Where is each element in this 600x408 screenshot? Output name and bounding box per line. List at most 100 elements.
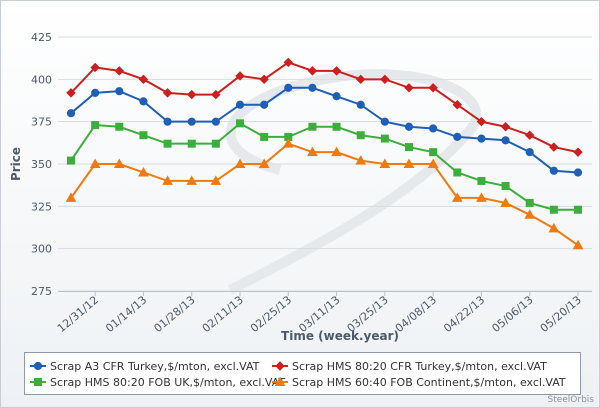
data-point — [549, 205, 558, 214]
data-point — [525, 148, 534, 157]
data-point — [187, 139, 196, 148]
legend-marker — [34, 378, 42, 386]
legend-label: Scrap A3 CFR Turkey,$/mton, excl.VAT — [50, 360, 260, 373]
data-point — [307, 66, 318, 76]
data-point — [380, 117, 389, 126]
data-point — [260, 132, 269, 141]
data-point — [66, 109, 76, 118]
data-point — [548, 222, 560, 233]
data-point — [380, 74, 390, 85]
legend-label: Scrap HMS 60:40 FOB Continent,$/mton, ex… — [292, 376, 566, 389]
data-point — [91, 121, 100, 130]
data-point — [91, 88, 100, 97]
data-point — [379, 158, 391, 168]
y-axis-title: Price — [9, 147, 23, 181]
y-tick-label: 350 — [31, 158, 52, 171]
data-point — [549, 142, 559, 152]
data-point — [452, 100, 462, 110]
data-point — [380, 134, 389, 143]
data-point — [211, 117, 220, 126]
data-point — [235, 71, 245, 81]
data-point — [258, 158, 270, 168]
data-point — [284, 83, 293, 92]
data-point — [500, 122, 511, 132]
data-point — [90, 62, 100, 73]
data-point — [332, 92, 341, 101]
series-line — [70, 142, 579, 247]
data-point — [115, 87, 124, 96]
data-point — [89, 158, 101, 168]
data-point — [139, 131, 148, 140]
legend-label: Scrap HMS 80:20 FOB UK,$/mton, excl.VAT — [50, 376, 285, 389]
data-point — [501, 182, 510, 191]
data-point — [162, 175, 173, 185]
data-point — [404, 83, 414, 93]
data-point — [283, 57, 293, 68]
data-point — [356, 100, 365, 109]
data-point — [259, 74, 269, 85]
data-point — [501, 136, 510, 145]
series-line — [70, 61, 579, 154]
data-point — [163, 117, 172, 126]
data-point — [451, 192, 463, 202]
data-point — [211, 139, 220, 148]
data-point — [163, 139, 172, 148]
y-tick-label: 275 — [31, 285, 52, 298]
data-point — [453, 132, 462, 142]
data-point — [405, 143, 413, 152]
data-point — [403, 158, 415, 168]
credit: SteelOrbis — [547, 395, 594, 405]
legend-marker — [275, 361, 285, 371]
data-point — [210, 175, 222, 185]
data-point — [549, 166, 558, 175]
data-point — [186, 175, 198, 185]
data-point — [138, 166, 149, 177]
data-point — [355, 155, 367, 165]
legend-box — [24, 352, 581, 395]
series-line — [70, 122, 578, 211]
series-line — [70, 86, 579, 174]
data-point — [356, 74, 366, 85]
y-tick-label: 375 — [31, 116, 52, 129]
data-point — [524, 209, 536, 219]
data-point — [138, 74, 149, 85]
data-point — [115, 122, 124, 131]
data-point — [308, 83, 317, 92]
data-point — [282, 138, 294, 148]
data-point — [211, 89, 221, 100]
data-point — [187, 89, 197, 100]
data-point — [477, 134, 486, 143]
legend-label: Scrap HMS 80:20 CFR Turkey,$/mton, excl.… — [292, 360, 547, 373]
data-point — [574, 205, 582, 214]
watermark — [225, 69, 482, 295]
data-point — [187, 117, 196, 126]
data-point — [525, 130, 535, 140]
data-point — [67, 156, 75, 165]
data-point — [260, 100, 269, 109]
data-point — [573, 168, 583, 177]
legend-marker — [274, 376, 286, 386]
y-tick-label: 425 — [31, 31, 52, 44]
data-point — [113, 158, 125, 168]
data-point — [572, 239, 584, 250]
y-tick-label: 400 — [31, 73, 52, 86]
data-point — [114, 66, 124, 76]
legend-marker — [33, 361, 43, 371]
data-point — [427, 158, 439, 168]
data-point — [429, 124, 438, 133]
data-point — [66, 88, 76, 98]
data-point — [234, 158, 246, 168]
data-point — [428, 83, 438, 93]
data-point — [404, 122, 414, 131]
y-tick-label: 300 — [31, 243, 52, 256]
data-point — [525, 198, 534, 207]
data-point — [162, 88, 173, 98]
data-point — [477, 176, 486, 185]
data-point — [235, 100, 245, 109]
data-point — [307, 146, 318, 157]
data-point — [500, 197, 511, 207]
data-point — [476, 116, 487, 127]
x-axis-title: Time (week.year) — [281, 329, 399, 343]
data-point — [356, 131, 365, 140]
